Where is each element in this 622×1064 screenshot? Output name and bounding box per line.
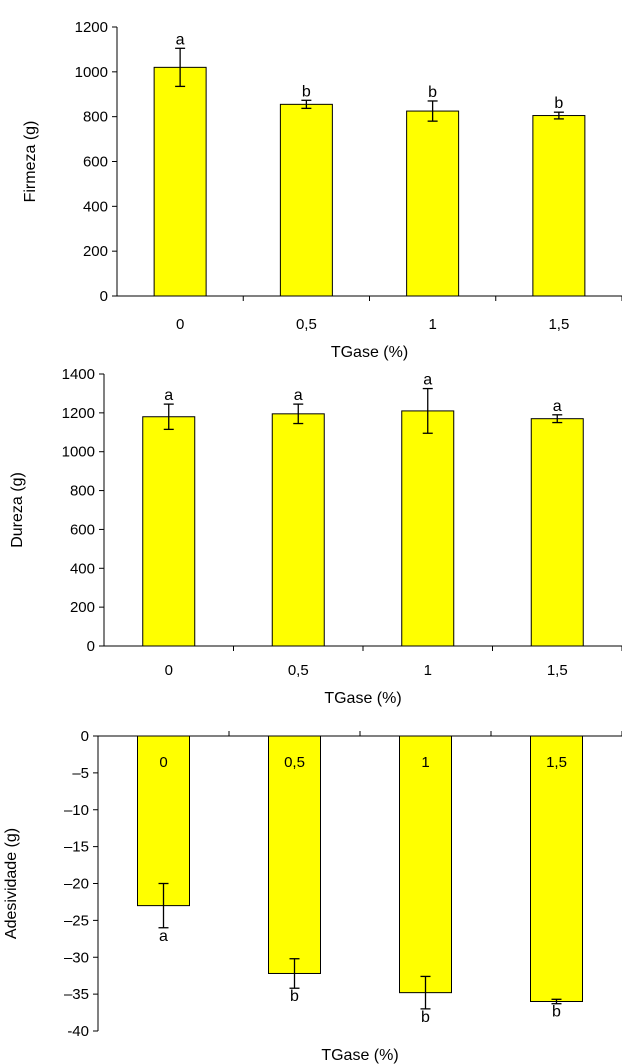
bar: [532, 115, 586, 297]
y-tick-label: 200: [70, 599, 95, 616]
y-tick-label: 1200: [75, 19, 108, 36]
y-tick-label: 1000: [62, 444, 95, 461]
bar: [268, 735, 321, 974]
significance-letter: b: [302, 83, 311, 100]
significance-letter: b: [290, 988, 299, 1005]
chart-adesividade: 0 –5 –10 –15 –20 –25 –30 –35 -40 a 0 b 0,5 b 1 b 1,5 TGas…: [3, 728, 622, 1064]
x-category-label: 0: [176, 316, 184, 333]
y-tick-label: 0: [81, 728, 89, 745]
x-category-label: 1,5: [548, 316, 569, 333]
y-tick-label: 400: [70, 560, 95, 577]
significance-letter: b: [552, 1004, 561, 1021]
y-tick-label: –30: [64, 949, 89, 966]
significance-letter: b: [554, 95, 563, 112]
y-tick-label: –20: [64, 876, 89, 893]
y-tick-label: 1400: [62, 366, 95, 383]
x-category-label: 0,5: [284, 754, 305, 771]
significance-letter: b: [428, 84, 437, 101]
x-category-label: 1: [424, 662, 432, 679]
y-tick-label: 800: [83, 109, 108, 126]
y-tick-label: –10: [64, 802, 89, 819]
y-tick-label: –15: [64, 839, 89, 856]
y-tick-label: 1200: [62, 405, 95, 422]
y-axis-title: Dureza (g): [9, 472, 26, 548]
y-tick-label: 600: [83, 154, 108, 171]
x-category-label: 0: [159, 754, 167, 771]
significance-letter: a: [553, 398, 562, 415]
significance-letter: a: [164, 387, 173, 404]
bar: [153, 66, 207, 297]
x-category-label: 0: [165, 662, 173, 679]
significance-letter: a: [159, 928, 168, 945]
x-category-label: 0,5: [296, 316, 317, 333]
x-category-label: 0,5: [288, 662, 309, 679]
y-tick-label: –35: [64, 986, 89, 1003]
x-axis-title: TGase (%): [331, 344, 408, 361]
y-tick-label: 0: [100, 288, 108, 305]
y-tick-label: 600: [70, 521, 95, 538]
x-category-label: 1: [428, 316, 436, 333]
y-tick-label: 200: [83, 243, 108, 260]
bar: [530, 418, 584, 647]
significance-letter: a: [423, 372, 432, 389]
bar: [137, 735, 190, 907]
x-axis-title: TGase (%): [321, 1047, 398, 1064]
y-tick-label: 0: [87, 638, 95, 655]
x-category-label: 1,5: [546, 754, 567, 771]
x-category-label: 1: [421, 754, 429, 771]
bar: [142, 416, 196, 647]
y-tick-label: -40: [67, 1023, 89, 1040]
significance-letter: a: [294, 387, 303, 404]
y-tick-label: 1000: [75, 64, 108, 81]
chart-dureza: 0 200 400 600 800 1000 1200 1400 a 0 a 0,5 a 1 a 1,5 TGa…: [9, 366, 622, 707]
y-tick-label: 800: [70, 483, 95, 500]
x-category-label: 1,5: [547, 662, 568, 679]
significance-letter: b: [421, 1009, 430, 1026]
y-tick-label: 400: [83, 198, 108, 215]
y-tick-label: –5: [72, 765, 89, 782]
bar: [530, 735, 583, 1002]
y-axis-title: Adesividade (g): [3, 828, 20, 939]
significance-letter: a: [176, 31, 185, 48]
x-axis-title: TGase (%): [324, 690, 401, 707]
chart-firmeza: 0 200 400 600 800 1000 1200 a 0 b 0,5 b 1 b 1,5 TGase (…: [22, 19, 622, 361]
bar: [406, 110, 460, 297]
bar: [279, 103, 333, 297]
y-tick-label: –25: [64, 912, 89, 929]
bar: [399, 735, 452, 994]
y-axis-title: Firmeza (g): [22, 121, 39, 203]
bar: [271, 413, 325, 647]
bar: [401, 410, 455, 647]
